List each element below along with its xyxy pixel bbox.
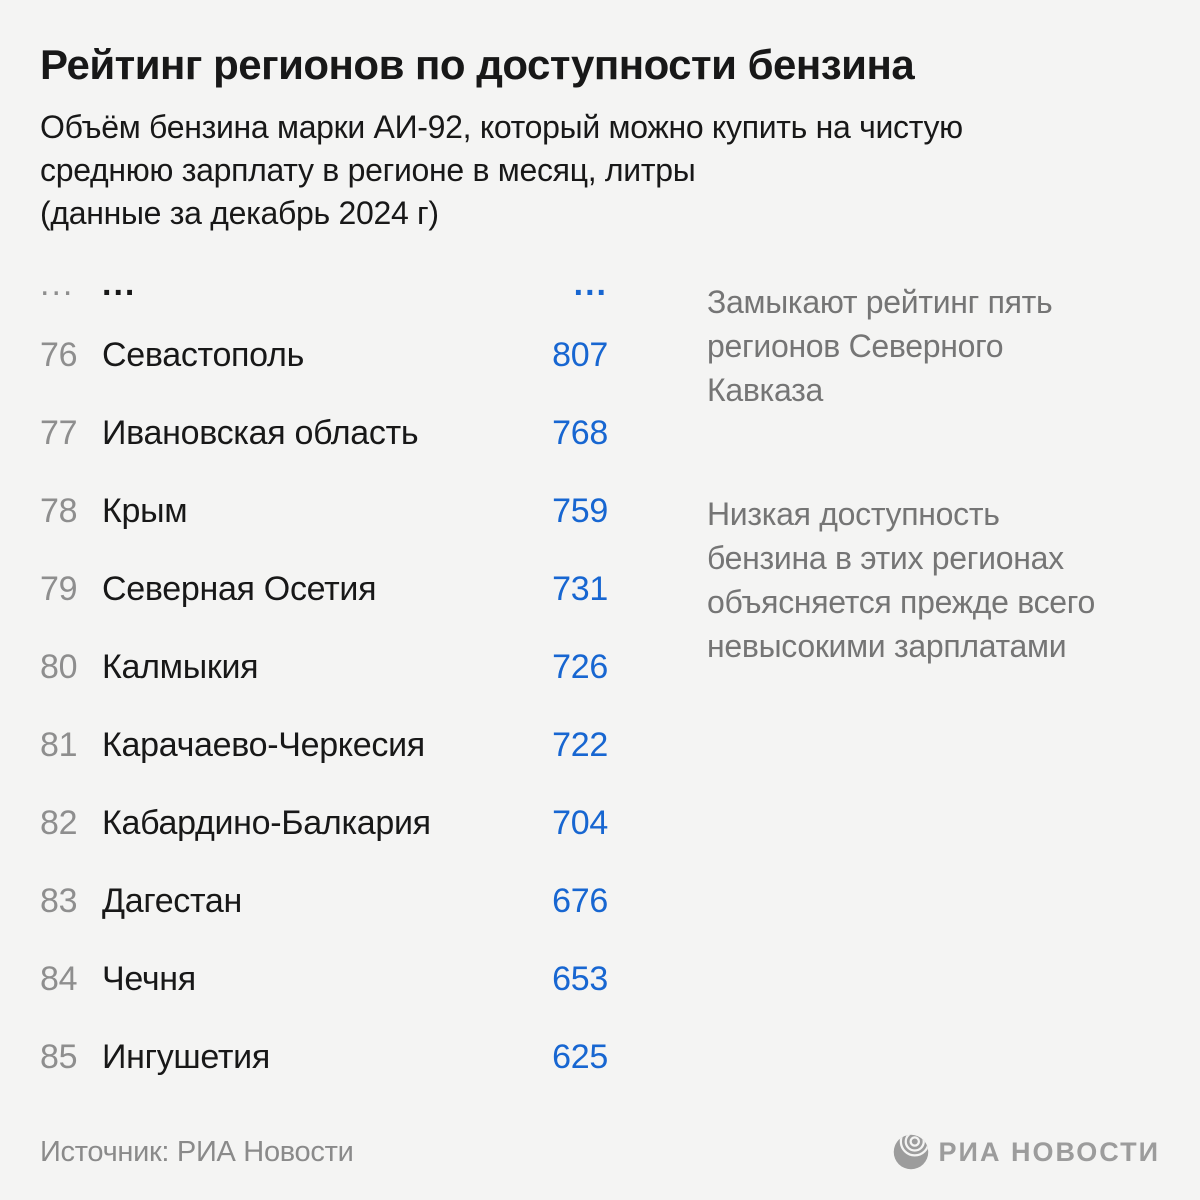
table-row: 77 Ивановская область 768 xyxy=(40,394,608,472)
row-rank: 76 xyxy=(40,335,78,374)
row-rank: 85 xyxy=(40,1037,78,1076)
table-row: 76 Севастополь 807 xyxy=(40,316,608,394)
row-value: 768 xyxy=(552,413,608,452)
row-value: 625 xyxy=(552,1037,608,1076)
row-region: Дагестан xyxy=(102,881,242,920)
ellipsis-rank: ... xyxy=(40,264,75,303)
row-region: Северная Осетия xyxy=(102,569,377,608)
table-row: 80 Калмыкия 726 xyxy=(40,628,608,706)
page-title: Рейтинг регионов по доступности бензина xyxy=(40,41,915,88)
row-region: Карачаево-Черкесия xyxy=(102,725,425,764)
row-region: Кабардино-Балкария xyxy=(102,803,431,842)
ranking-table: ... ... ... 76 Севастополь 807 77 Иванов… xyxy=(40,252,608,1096)
row-rank: 82 xyxy=(40,803,78,842)
row-rank: 80 xyxy=(40,647,78,686)
page-subtitle: Объём бензина марки АИ-92, который можно… xyxy=(40,109,963,231)
ellipsis-region: ... xyxy=(102,264,137,303)
row-value: 676 xyxy=(552,881,608,920)
row-rank: 84 xyxy=(40,959,78,998)
source-label: Источник: РИА Новости xyxy=(40,1135,354,1168)
infographic-content: Рейтинг регионов по доступности бензина … xyxy=(40,41,1160,1096)
annotation-top: Замыкают рейтинг пять регионов Северного… xyxy=(707,284,1053,408)
row-region: Ингушетия xyxy=(102,1037,270,1076)
row-rank: 78 xyxy=(40,491,78,530)
footer: Источник: РИА Новости РИА НОВОСТИ xyxy=(0,1134,1200,1200)
row-value: 704 xyxy=(552,803,608,842)
table-row: 82 Кабардино-Балкария 704 xyxy=(40,784,608,862)
row-value: 722 xyxy=(552,725,608,764)
row-region: Чечня xyxy=(102,959,196,998)
row-rank: 79 xyxy=(40,569,78,608)
annotation-bottom: Низкая доступность бензина в этих регион… xyxy=(707,496,1095,664)
row-region: Крым xyxy=(102,491,188,530)
row-rank: 83 xyxy=(40,881,78,920)
table-row: 85 Ингушетия 625 xyxy=(40,1018,608,1096)
table-row: 79 Северная Осетия 731 xyxy=(40,550,608,628)
row-rank: 77 xyxy=(40,413,78,452)
table-row: 83 Дагестан 676 xyxy=(40,862,608,940)
ria-logo-text: РИА НОВОСТИ xyxy=(938,1136,1160,1167)
main-area: ... ... ... 76 Севастополь 807 77 Иванов… xyxy=(40,252,1160,1096)
ellipsis-value: ... xyxy=(573,264,608,303)
table-row: 81 Карачаево-Черкесия 722 xyxy=(40,706,608,784)
ellipsis-row: ... ... ... xyxy=(40,252,608,316)
row-value: 726 xyxy=(552,647,608,686)
row-region: Калмыкия xyxy=(102,647,259,686)
row-rank: 81 xyxy=(40,725,78,764)
ria-globe-icon xyxy=(893,1134,928,1170)
ria-novosti-logo: РИА НОВОСТИ xyxy=(893,1134,1160,1170)
row-region: Ивановская область xyxy=(102,413,419,452)
table-row: 78 Крым 759 xyxy=(40,472,608,550)
row-value: 807 xyxy=(552,335,608,374)
row-value: 759 xyxy=(552,491,608,530)
table-row: 84 Чечня 653 xyxy=(40,940,608,1018)
annotations-column: Замыкают рейтинг пять регионов Северного… xyxy=(707,252,1160,1096)
row-region: Севастополь xyxy=(102,335,304,374)
row-value: 731 xyxy=(552,569,608,608)
row-value: 653 xyxy=(552,959,608,998)
